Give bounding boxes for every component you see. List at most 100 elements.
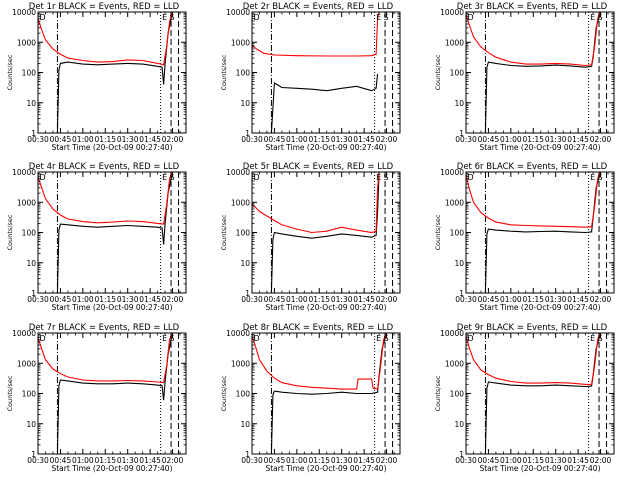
- annotation-d: D: [467, 173, 473, 182]
- annotation-e: E: [590, 13, 595, 22]
- x-tick-label: 02:00: [376, 456, 398, 465]
- x-tick-label: 00:30: [241, 295, 263, 304]
- x-tick-label: 01:45: [567, 135, 589, 144]
- y-tick-label: 10000: [12, 329, 36, 338]
- x-tick-label: 00:45: [478, 135, 500, 144]
- x-tick-label: 01:15: [94, 456, 116, 465]
- x-tick-label: 02:00: [376, 135, 398, 144]
- annotation-s: S: [170, 13, 175, 22]
- y-tick-label: 10000: [440, 329, 464, 338]
- x-tick-label: 01:00: [72, 456, 94, 465]
- y-tick-label: 1000: [231, 359, 250, 368]
- x-axis-label: Start Time (20-Oct-09 00:27:40): [265, 303, 386, 312]
- lld-series-line: [251, 11, 380, 57]
- y-tick-label: 100: [450, 69, 465, 78]
- x-tick-label: 01:00: [500, 456, 522, 465]
- x-tick-label: 01:15: [308, 135, 330, 144]
- y-tick-label: 10: [240, 259, 250, 268]
- x-tick-label: 00:45: [50, 456, 72, 465]
- y-tick-label: 1000: [17, 198, 36, 207]
- chart-title: Det 6r BLACK = Events, RED = LLD: [457, 162, 608, 172]
- annotation-e: E: [590, 173, 595, 182]
- plot-frame: [465, 171, 615, 294]
- x-tick-label: 01:00: [500, 135, 522, 144]
- y-tick-label: 100: [22, 229, 37, 238]
- x-axis-label: Start Time (20-Oct-09 00:27:40): [51, 464, 172, 473]
- y-tick-label: 10: [454, 259, 464, 268]
- plot-frame: [465, 332, 615, 455]
- x-tick-label: 01:30: [117, 456, 139, 465]
- annotation-d: D: [39, 173, 45, 182]
- y-tick-label: 1: [245, 289, 250, 298]
- x-tick-label: 00:30: [27, 135, 49, 144]
- x-tick-label: 01:30: [331, 135, 353, 144]
- annotation-d: D: [39, 13, 45, 22]
- x-tick-label: 00:30: [455, 456, 477, 465]
- chart-title: Det 2r BLACK = Events, RED = LLD: [243, 2, 394, 12]
- y-tick-label: 100: [236, 390, 251, 399]
- lld-series-line: [37, 11, 174, 66]
- x-tick-label: 02:00: [376, 295, 398, 304]
- x-tick-label: 01:45: [139, 135, 161, 144]
- x-axis-label: Start Time (20-Oct-09 00:27:40): [265, 464, 386, 473]
- x-tick-label: 00:45: [478, 456, 500, 465]
- annotation-e: E: [162, 334, 167, 343]
- y-tick-label: 1: [459, 289, 464, 298]
- chart-title: Det 4r BLACK = Events, RED = LLD: [29, 162, 180, 172]
- lld-series-line: [465, 171, 602, 228]
- y-axis-label: Counts/sec: [6, 375, 14, 411]
- x-tick-label: 01:00: [286, 135, 308, 144]
- y-tick-label: 100: [22, 69, 37, 78]
- x-tick-label: 01:30: [331, 456, 353, 465]
- y-tick-label: 100: [450, 390, 465, 399]
- x-tick-label: 00:45: [50, 295, 72, 304]
- y-tick-label: 1: [31, 289, 36, 298]
- annotation-s: S: [384, 334, 389, 343]
- y-tick-label: 1000: [445, 198, 464, 207]
- x-tick-label: 00:30: [455, 135, 477, 144]
- events-series-line: [270, 73, 379, 134]
- detector-panel-7: Det 7r BLACK = Events, RED = LLD 1 10 100 10…: [6, 323, 187, 473]
- annotation-e: E: [376, 13, 381, 22]
- y-tick-label: 1000: [17, 38, 36, 47]
- annotation-e: E: [376, 173, 381, 182]
- x-tick-label: 00:30: [241, 135, 263, 144]
- events-series-line: [484, 171, 602, 294]
- x-tick-label: 00:45: [478, 295, 500, 304]
- plot-frame: [37, 171, 187, 294]
- y-tick-label: 1: [459, 450, 464, 459]
- x-tick-label: 01:00: [72, 295, 94, 304]
- x-tick-label: 01:45: [353, 295, 375, 304]
- x-tick-label: 00:45: [264, 295, 286, 304]
- events-series-line: [484, 332, 602, 455]
- x-tick-label: 01:45: [353, 135, 375, 144]
- y-tick-label: 1: [459, 129, 464, 138]
- annotation-e: E: [162, 173, 167, 182]
- x-tick-label: 00:45: [264, 135, 286, 144]
- y-tick-label: 10000: [12, 168, 36, 177]
- x-tick-label: 01:15: [522, 135, 544, 144]
- x-tick-label: 01:45: [567, 295, 589, 304]
- y-tick-label: 100: [22, 390, 37, 399]
- events-series-line: [56, 332, 174, 455]
- x-tick-label: 01:00: [286, 456, 308, 465]
- y-axis-label: Counts/sec: [434, 54, 442, 90]
- y-tick-label: 1000: [445, 38, 464, 47]
- events-series-line: [270, 332, 388, 455]
- y-tick-label: 1: [31, 129, 36, 138]
- x-axis-label: Start Time (20-Oct-09 00:27:40): [51, 303, 172, 312]
- x-tick-label: 02:00: [162, 456, 184, 465]
- detector-panel-3: Det 3r BLACK = Events, RED = LLD 1 10 100 10…: [434, 2, 615, 152]
- x-tick-label: 01:30: [331, 295, 353, 304]
- chart-title: Det 1r BLACK = Events, RED = LLD: [29, 2, 180, 12]
- chart-title: Det 8r BLACK = Events, RED = LLD: [243, 323, 394, 333]
- y-tick-label: 1: [245, 129, 250, 138]
- y-axis-label: Counts/sec: [220, 54, 228, 90]
- events-series-line: [56, 171, 174, 294]
- plot-frame: [37, 11, 187, 134]
- annotation-d: D: [39, 334, 45, 343]
- detector-panel-5: Det 5r BLACK = Events, RED = LLD 1 10 100 10…: [220, 162, 401, 312]
- y-tick-label: 10000: [12, 8, 36, 17]
- y-axis-label: Counts/sec: [220, 375, 228, 411]
